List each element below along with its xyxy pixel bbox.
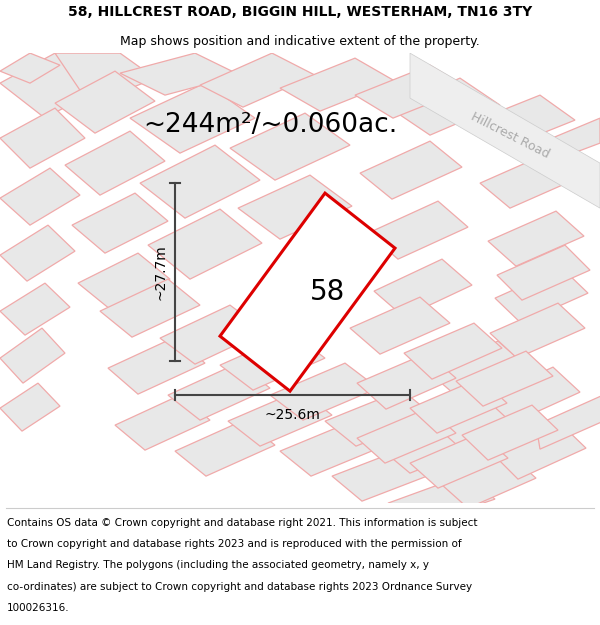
Polygon shape — [350, 297, 450, 354]
Polygon shape — [130, 83, 255, 153]
Text: 58: 58 — [310, 278, 345, 306]
Text: ~25.6m: ~25.6m — [265, 408, 320, 422]
Polygon shape — [160, 305, 265, 364]
Polygon shape — [0, 53, 60, 83]
Polygon shape — [410, 53, 600, 208]
Polygon shape — [480, 153, 578, 208]
Polygon shape — [485, 367, 580, 423]
Text: Map shows position and indicative extent of the property.: Map shows position and indicative extent… — [120, 35, 480, 48]
Polygon shape — [438, 397, 534, 453]
Polygon shape — [148, 209, 262, 279]
Polygon shape — [115, 395, 210, 450]
Text: to Crown copyright and database rights 2023 and is reproduced with the permissio: to Crown copyright and database rights 2… — [7, 539, 462, 549]
Text: co-ordinates) are subject to Crown copyright and database rights 2023 Ordnance S: co-ordinates) are subject to Crown copyr… — [7, 582, 472, 592]
Text: Contains OS data © Crown copyright and database right 2021. This information is : Contains OS data © Crown copyright and d… — [7, 518, 478, 528]
Polygon shape — [492, 423, 586, 479]
Polygon shape — [280, 420, 386, 476]
Polygon shape — [470, 95, 575, 148]
Polygon shape — [380, 417, 488, 473]
Text: HM Land Registry. The polygons (including the associated geometry, namely x, y: HM Land Registry. The polygons (includin… — [7, 561, 429, 571]
Polygon shape — [65, 131, 165, 195]
Text: ~244m²/~0.060ac.: ~244m²/~0.060ac. — [143, 112, 397, 138]
Polygon shape — [357, 408, 456, 463]
Polygon shape — [490, 303, 585, 358]
Polygon shape — [230, 113, 350, 180]
Text: 58, HILLCREST ROAD, BIGGIN HILL, WESTERHAM, TN16 3TY: 58, HILLCREST ROAD, BIGGIN HILL, WESTERH… — [68, 4, 532, 19]
Text: Hillcrest Road: Hillcrest Road — [469, 110, 551, 161]
Polygon shape — [175, 420, 275, 476]
Polygon shape — [228, 390, 332, 446]
Polygon shape — [390, 78, 500, 135]
Polygon shape — [0, 108, 85, 168]
Polygon shape — [488, 211, 584, 266]
Polygon shape — [100, 279, 200, 337]
Polygon shape — [388, 475, 495, 525]
Polygon shape — [55, 71, 155, 133]
Polygon shape — [368, 201, 468, 259]
Polygon shape — [0, 53, 100, 118]
Polygon shape — [355, 65, 468, 118]
Polygon shape — [410, 433, 508, 488]
Polygon shape — [410, 378, 507, 433]
Polygon shape — [360, 141, 462, 199]
Polygon shape — [332, 446, 440, 501]
Polygon shape — [78, 253, 170, 309]
Text: 100026316.: 100026316. — [7, 603, 70, 613]
Polygon shape — [0, 225, 75, 281]
Polygon shape — [238, 175, 352, 239]
Polygon shape — [108, 337, 205, 394]
Polygon shape — [325, 390, 433, 446]
Polygon shape — [462, 405, 558, 460]
Polygon shape — [220, 333, 325, 390]
Polygon shape — [497, 245, 590, 300]
Polygon shape — [168, 363, 270, 420]
Polygon shape — [72, 193, 168, 253]
Polygon shape — [0, 383, 60, 431]
Polygon shape — [404, 323, 502, 379]
Polygon shape — [536, 395, 600, 449]
Polygon shape — [440, 453, 536, 508]
Polygon shape — [120, 53, 240, 95]
Polygon shape — [456, 351, 553, 406]
Polygon shape — [220, 193, 395, 391]
Polygon shape — [540, 118, 600, 158]
Polygon shape — [0, 328, 65, 383]
Text: ~27.7m: ~27.7m — [153, 244, 167, 300]
Polygon shape — [495, 268, 588, 323]
Polygon shape — [280, 58, 395, 111]
Polygon shape — [270, 363, 378, 420]
Polygon shape — [140, 145, 260, 218]
Polygon shape — [200, 53, 315, 107]
Polygon shape — [0, 283, 70, 335]
Polygon shape — [357, 353, 456, 409]
Polygon shape — [430, 341, 528, 399]
Polygon shape — [55, 53, 155, 105]
Polygon shape — [0, 168, 80, 225]
Polygon shape — [374, 259, 472, 317]
